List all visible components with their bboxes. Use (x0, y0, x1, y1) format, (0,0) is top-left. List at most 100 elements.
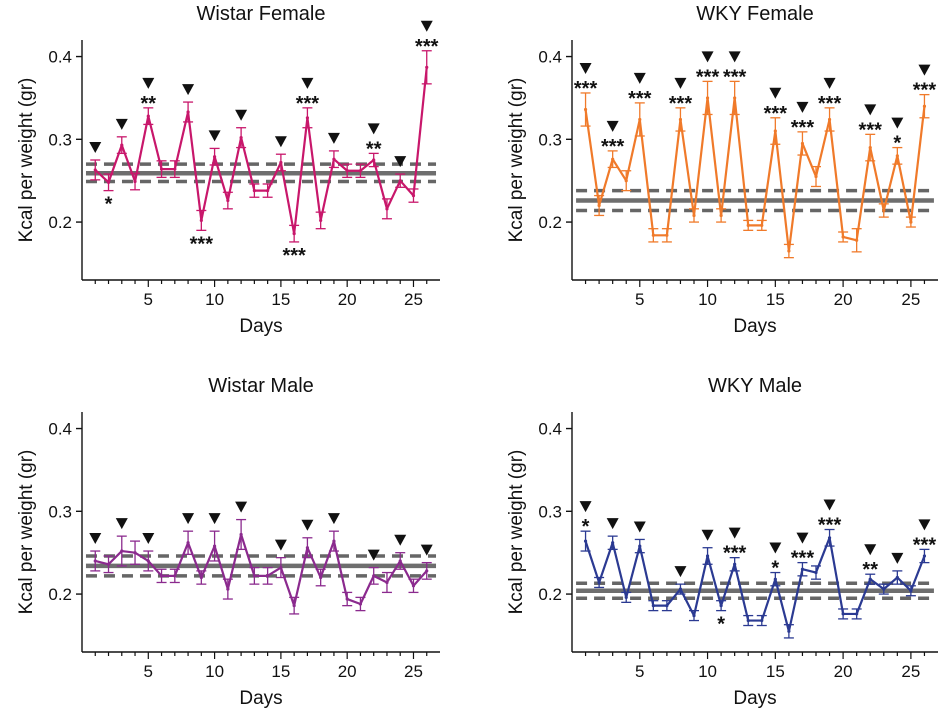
data-point (868, 145, 872, 150)
significance-annotation (182, 84, 195, 96)
data-point (909, 589, 913, 593)
data-point (895, 154, 899, 158)
data-point (651, 604, 655, 608)
chart-title: WKY Female (696, 3, 813, 25)
data-point (705, 554, 710, 558)
significance-annotation (208, 130, 221, 142)
significance-annotation (301, 519, 314, 531)
down-arrow-marker (701, 51, 714, 63)
significance-annotation (420, 544, 433, 556)
data-point (692, 613, 696, 618)
x-tick-label: 5 (144, 290, 153, 309)
data-point (624, 179, 628, 183)
data-point (120, 143, 124, 147)
down-arrow-marker (579, 62, 592, 74)
data-point (146, 114, 150, 118)
down-arrow-marker (301, 519, 314, 531)
down-arrow-marker (579, 501, 592, 513)
data-point (705, 96, 710, 100)
data-point (425, 569, 429, 573)
chart-panel-4: WKY Male 0.2 0.3 0.4 5 10 15 20 25 Days Kcal per w… (506, 375, 938, 709)
y-tick-label: 0.3 (48, 502, 72, 521)
data-point (773, 577, 777, 581)
data-point (212, 155, 217, 159)
down-arrow-marker (327, 132, 340, 144)
data-point (855, 238, 859, 242)
data-point (372, 158, 376, 162)
x-axis-label: Days (239, 688, 282, 709)
data-point (292, 604, 296, 608)
x-tick-label: 20 (834, 290, 853, 309)
x-tick-label: 10 (205, 662, 224, 681)
significance-annotation: *** (296, 77, 320, 115)
down-arrow-marker (420, 544, 433, 556)
chart-panel-3: Wistar Male 0.2 0.3 0.4 5 10 15 20 25 Days Kcal pe… (16, 375, 440, 709)
significance-annotation: * (891, 117, 904, 155)
data-point (305, 546, 310, 550)
down-arrow-marker (420, 20, 433, 32)
significance-stars: *** (791, 548, 815, 570)
y-axis-label: Kcal per weight (gr) (506, 450, 527, 615)
x-tick-label: 10 (205, 290, 224, 309)
data-point (159, 574, 164, 578)
data-point (719, 213, 723, 218)
data-point (239, 136, 243, 140)
down-arrow-marker (115, 118, 128, 130)
x-tick-label: 20 (338, 662, 357, 681)
significance-annotation (394, 156, 407, 168)
data-point (855, 612, 859, 616)
significance-stars: ** (366, 138, 382, 160)
data-point (106, 562, 111, 566)
significance-stars: *** (859, 119, 883, 141)
significance-stars: *** (764, 103, 788, 125)
down-arrow-marker (728, 527, 741, 539)
data-point (411, 584, 416, 588)
significance-annotation (274, 136, 287, 148)
x-tick-label: 25 (404, 290, 423, 309)
significance-annotation (327, 513, 340, 525)
y-tick-label: 0.4 (538, 420, 562, 439)
down-arrow-marker (674, 77, 687, 89)
x-tick-label: 25 (901, 662, 920, 681)
significance-stars: * (893, 133, 901, 155)
significance-annotation (89, 142, 102, 153)
x-tick-label: 25 (404, 662, 423, 681)
significance-stars: *** (296, 93, 320, 115)
significance-annotation (89, 533, 102, 545)
data-point (252, 574, 256, 578)
significance-annotation: *** (669, 77, 692, 115)
down-arrow-marker (89, 533, 102, 545)
data-point (358, 169, 363, 173)
down-arrow-marker (606, 518, 619, 530)
down-arrow-marker (394, 534, 407, 546)
data-point (800, 141, 805, 146)
data-point (814, 570, 818, 575)
data-point (226, 198, 230, 203)
significance-stars: *** (723, 66, 747, 88)
data-point (719, 604, 723, 608)
data-point (252, 189, 256, 193)
series-line (584, 536, 926, 633)
significance-annotation: *** (415, 20, 439, 58)
significance-annotation: *** (859, 104, 883, 141)
significance-annotation (674, 566, 687, 578)
significance-annotation: *** (818, 77, 841, 115)
significance-annotation: * (105, 194, 113, 216)
data-point (133, 551, 137, 555)
data-point (345, 169, 349, 173)
x-tick-label: 10 (698, 290, 717, 309)
down-arrow-marker (142, 77, 155, 89)
data-point (597, 203, 601, 208)
down-arrow-marker (918, 519, 931, 531)
data-point (93, 559, 97, 563)
down-arrow-marker (606, 120, 619, 132)
data-point (882, 208, 886, 213)
data-point (199, 218, 203, 223)
data-point (583, 107, 588, 112)
significance-annotation (235, 109, 248, 121)
down-arrow-marker (367, 123, 380, 135)
data-point (611, 541, 615, 545)
significance-stars: *** (415, 36, 439, 58)
significance-annotation: * (769, 542, 782, 580)
data-point (678, 117, 683, 122)
